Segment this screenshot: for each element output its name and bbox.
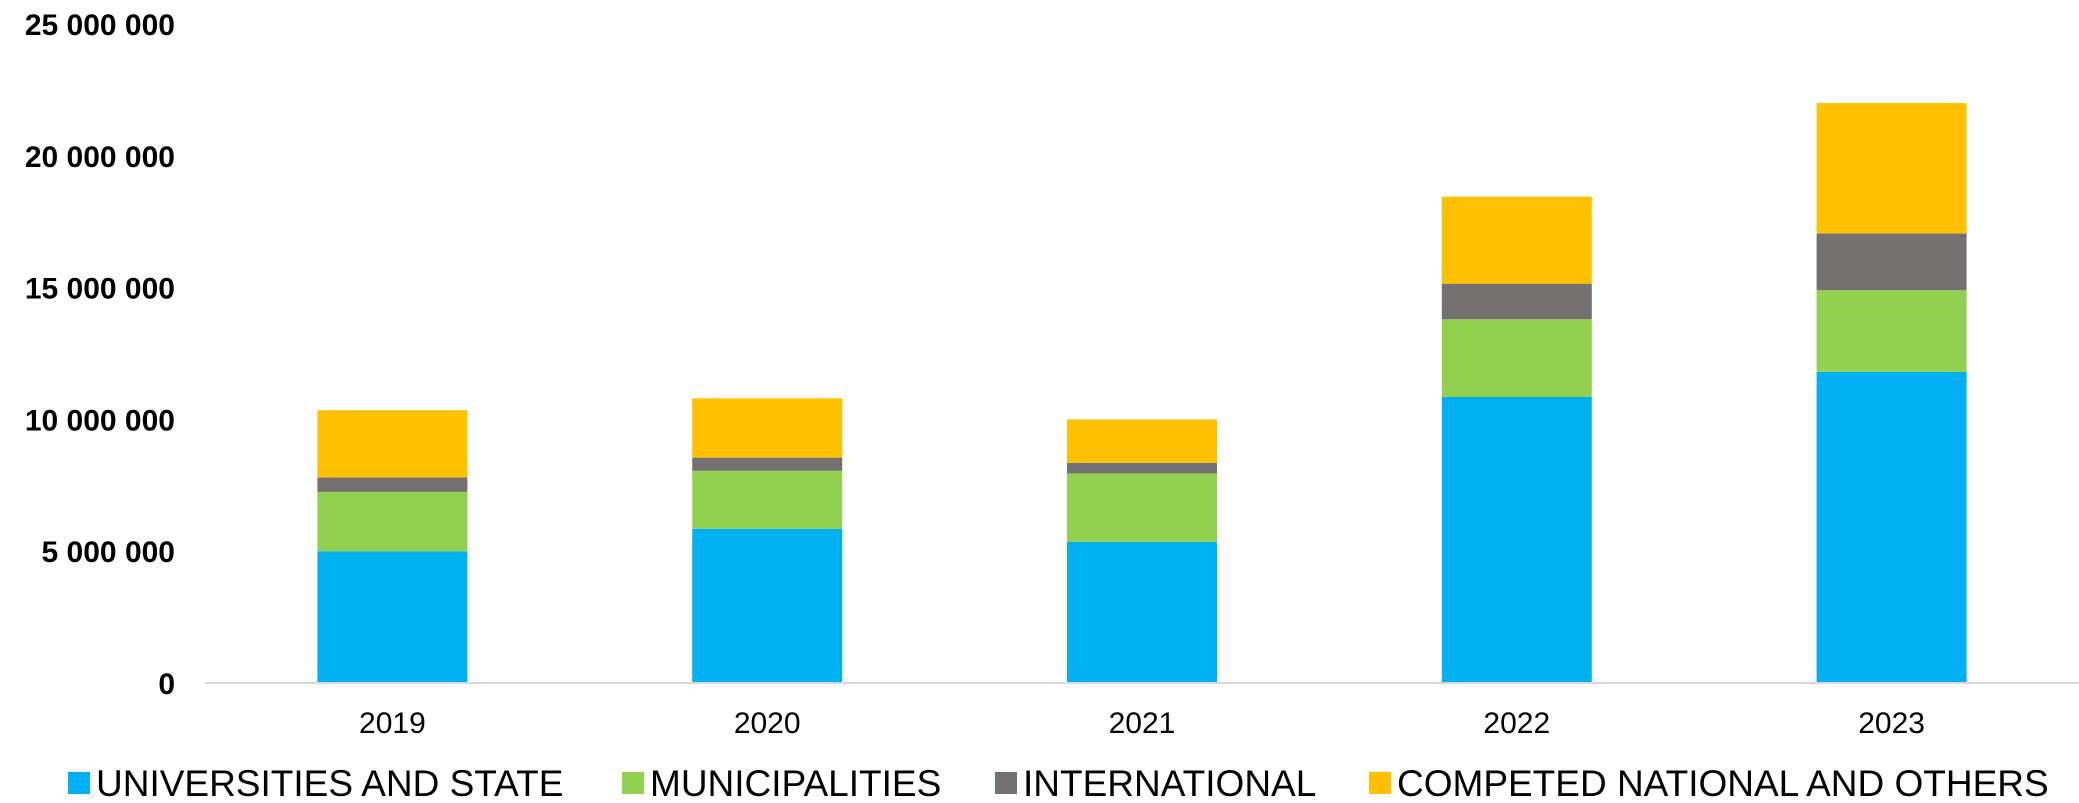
bar-segment xyxy=(1067,419,1217,463)
legend-label: MUNICIPALITIES xyxy=(650,763,941,803)
bar-segment xyxy=(692,398,843,458)
legend-item: UNIVERSITIES AND STATE xyxy=(68,763,563,803)
y-axis-ticks: 0 5 000 000 10 000 000 15 000 000 20 000 000… xyxy=(25,9,175,701)
bar-segment xyxy=(1441,283,1592,320)
x-tick-label: 2019 xyxy=(359,707,426,740)
bar-segment xyxy=(317,551,468,683)
legend-swatch xyxy=(1369,772,1391,794)
bar-segment xyxy=(1816,103,1967,234)
legend-item: MUNICIPALITIES xyxy=(622,763,941,803)
bar-segment xyxy=(1816,371,1967,683)
y-tick-label: 0 xyxy=(158,668,175,701)
bar-segment xyxy=(1441,396,1592,683)
legend-swatch xyxy=(995,772,1017,794)
bar-segment xyxy=(1067,462,1217,474)
legend-item: INTERNATIONAL xyxy=(995,763,1316,803)
bar-segment xyxy=(692,528,843,683)
bar-segment xyxy=(692,470,843,529)
y-tick-label: 25 000 000 xyxy=(25,9,175,42)
legend-item: COMPETED NATIONAL AND OTHERS xyxy=(1369,763,2049,803)
legend-label: COMPETED NATIONAL AND OTHERS xyxy=(1397,763,2049,803)
bar-segment xyxy=(1067,473,1217,542)
legend: UNIVERSITIES AND STATE MUNICIPALITIES INTE… xyxy=(68,763,2049,803)
bar-stack-2022 xyxy=(1441,196,1592,683)
legend-label: UNIVERSITIES AND STATE xyxy=(96,763,563,803)
legend-label: INTERNATIONAL xyxy=(1023,763,1316,803)
legend-swatch xyxy=(622,772,644,794)
bar-segment xyxy=(1067,541,1217,683)
bar-stack-2023 xyxy=(1816,103,1967,683)
bar-segment xyxy=(692,457,843,471)
bar-segment xyxy=(1816,290,1967,372)
bar-segment xyxy=(1441,196,1592,284)
x-axis-ticks: 2019 2020 2021 2022 2023 xyxy=(359,707,1925,740)
bar-stack-2021 xyxy=(1067,419,1217,683)
y-tick-label: 20 000 000 xyxy=(25,141,175,174)
y-tick-label: 10 000 000 xyxy=(25,404,175,437)
bar-segment xyxy=(317,410,468,478)
bar-stacks xyxy=(317,103,1967,683)
bar-stack-2019 xyxy=(317,410,468,683)
y-tick-label: 15 000 000 xyxy=(25,273,175,306)
x-tick-label: 2023 xyxy=(1858,707,1925,740)
legend-swatch xyxy=(68,772,90,794)
bar-segment xyxy=(1816,233,1967,291)
bar-stack-2020 xyxy=(692,398,843,683)
bar-segment xyxy=(317,477,468,492)
bar-segment xyxy=(1441,319,1592,397)
x-tick-label: 2022 xyxy=(1483,707,1550,740)
x-tick-label: 2020 xyxy=(734,707,801,740)
y-tick-label: 5 000 000 xyxy=(42,536,175,569)
x-tick-label: 2021 xyxy=(1109,707,1176,740)
bar-segment xyxy=(317,491,468,552)
